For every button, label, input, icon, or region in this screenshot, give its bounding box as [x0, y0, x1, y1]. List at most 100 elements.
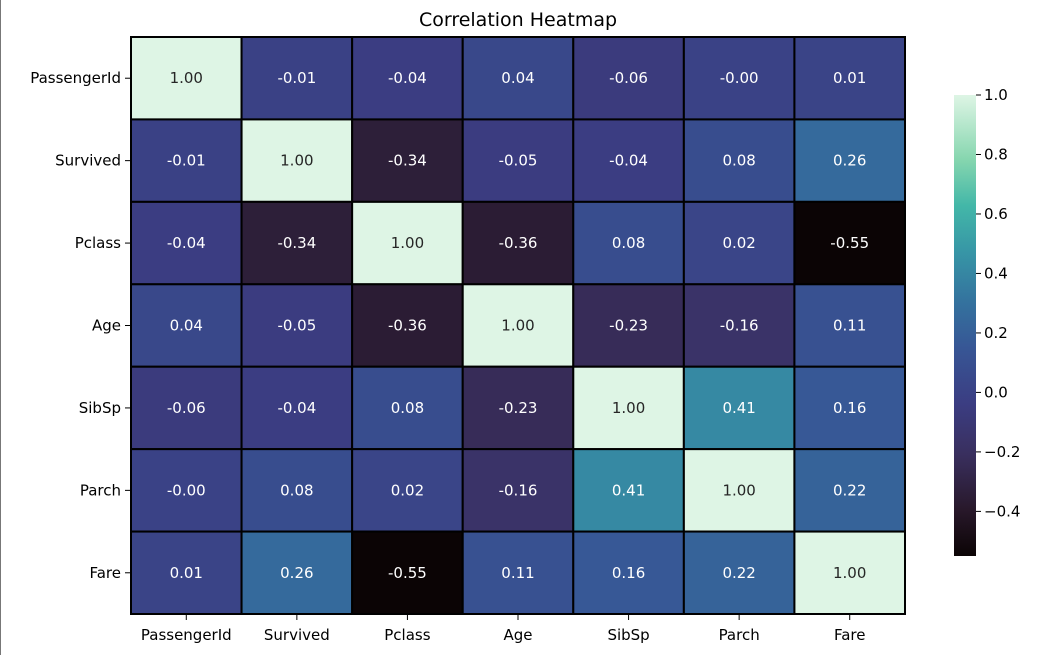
- heatmap-cell: [240, 530, 354, 615]
- colorbar-gradient: [954, 95, 976, 556]
- x-axis-ticks: PassengerId Survived Pclass Age SibSp Parch Fa…: [141, 614, 866, 644]
- cell-value-label: -0.01: [277, 69, 316, 87]
- heatmap-cells: 1.00 -0.01 -0.04 0.04 -0.06 -0.00 0.01 -0.01 1.0…: [130, 36, 907, 615]
- cell-value-label: 0.08: [722, 152, 755, 170]
- heatmap-cell: [682, 283, 796, 368]
- heatmap-cell: [682, 530, 796, 615]
- colorbar: 1.0 0.8 0.6 0.4 0.2 0.0 −0.2 −0.4: [954, 86, 1020, 556]
- colorbar-tick-label: −0.4: [984, 502, 1020, 520]
- heatmap-cell: [240, 118, 354, 203]
- x-tick-label: Pclass: [384, 626, 430, 644]
- heatmap-cell: [461, 118, 575, 203]
- cell-value-label: 0.01: [170, 564, 203, 582]
- cell-value-label: 0.11: [501, 564, 534, 582]
- y-tick-label: Fare: [89, 564, 121, 582]
- cell-value-label: 0.11: [833, 317, 866, 335]
- x-tick-label: Parch: [719, 626, 760, 644]
- cell-value-label: 0.08: [280, 481, 313, 499]
- y-tick-label: Pclass: [75, 234, 121, 252]
- cell-value-label: 0.41: [612, 481, 645, 499]
- heatmap-cell: [130, 36, 243, 121]
- cell-value-label: 0.26: [833, 152, 866, 170]
- cell-value-label: -0.23: [609, 317, 648, 335]
- cell-value-label: 0.08: [612, 234, 645, 252]
- y-tick-label: PassengerId: [30, 69, 121, 87]
- heatmap-cell: [461, 283, 575, 368]
- cell-value-label: -0.34: [388, 152, 427, 170]
- colorbar-tick-label: 0.4: [984, 264, 1008, 282]
- heatmap-cell: [793, 365, 907, 451]
- heatmap-cell: [351, 365, 464, 451]
- cell-value-label: -0.05: [277, 317, 316, 335]
- y-tick-label: Survived: [55, 152, 121, 170]
- heatmap-cell: [682, 36, 796, 121]
- colorbar-tick-label: −0.2: [984, 443, 1020, 461]
- cell-value-label: 1.00: [501, 317, 534, 335]
- heatmap-cell: [793, 283, 907, 368]
- cell-value-label: 1.00: [391, 234, 424, 252]
- x-tick-label: Age: [503, 626, 532, 644]
- cell-value-label: -0.04: [609, 152, 648, 170]
- colorbar-tick-label: 0.0: [984, 383, 1008, 401]
- cell-value-label: -0.36: [388, 317, 427, 335]
- heatmap-cell: [572, 283, 685, 368]
- heatmap-cell: [682, 365, 796, 451]
- cell-value-label: 1.00: [612, 399, 645, 417]
- cell-value-label: 0.02: [391, 481, 424, 499]
- heatmap-cell: [461, 200, 575, 286]
- cell-value-label: 0.22: [833, 481, 866, 499]
- cell-value-label: -0.04: [167, 234, 206, 252]
- cell-value-label: -0.06: [167, 399, 206, 417]
- cell-value-label: -0.55: [388, 564, 427, 582]
- x-tick-label: SibSp: [607, 626, 649, 644]
- y-axis-ticks: PassengerId Survived Pclass Age SibSp Parch Fa…: [30, 69, 131, 582]
- heatmap-cell: [572, 200, 685, 286]
- x-tick-label: Survived: [264, 626, 330, 644]
- cell-value-label: -0.34: [277, 234, 316, 252]
- colorbar-tick-label: 0.6: [984, 205, 1008, 223]
- cell-value-label: 0.41: [722, 399, 755, 417]
- cell-value-label: 0.01: [833, 69, 866, 87]
- cell-value-label: 0.04: [170, 317, 203, 335]
- heatmap-cell: [793, 530, 907, 615]
- cell-value-label: 0.22: [722, 564, 755, 582]
- cell-value-label: 1.00: [170, 69, 203, 87]
- y-tick-label: Parch: [80, 481, 121, 499]
- cell-value-label: 0.26: [280, 564, 313, 582]
- cell-value-label: -0.05: [499, 152, 538, 170]
- cell-value-label: -0.06: [609, 69, 648, 87]
- cell-value-label: 0.08: [391, 399, 424, 417]
- heatmap-cell: [572, 530, 685, 615]
- y-tick-label: SibSp: [79, 399, 121, 417]
- cell-value-label: -0.00: [167, 481, 206, 499]
- heatmap-cell: [351, 283, 464, 368]
- cell-value-label: -0.16: [499, 481, 538, 499]
- heatmap-cell: [682, 200, 796, 286]
- cell-value-label: 1.00: [833, 564, 866, 582]
- x-tick-label: PassengerId: [141, 626, 232, 644]
- heatmap-cell: [351, 118, 464, 203]
- cell-value-label: 0.02: [722, 234, 755, 252]
- cell-value-label: -0.55: [830, 234, 869, 252]
- cell-value-label: -0.00: [720, 69, 759, 87]
- cell-value-label: -0.04: [277, 399, 316, 417]
- x-tick-label: Fare: [834, 626, 866, 644]
- heatmap-cell: [351, 530, 464, 615]
- cell-value-label: -0.04: [388, 69, 427, 87]
- heatmap-cell: [240, 448, 354, 533]
- heatmap-cell: [793, 118, 907, 203]
- cell-value-label: 0.04: [501, 69, 534, 87]
- heatmap-cell: [682, 448, 796, 533]
- colorbar-tick-label: 0.2: [984, 324, 1008, 342]
- colorbar-tick-label: 0.8: [984, 145, 1008, 163]
- heatmap-cell: [461, 36, 575, 121]
- cell-value-label: 1.00: [722, 481, 755, 499]
- cell-value-label: 1.00: [280, 152, 313, 170]
- cell-value-label: -0.36: [499, 234, 538, 252]
- colorbar-tick-label: 1.0: [984, 86, 1008, 104]
- cell-value-label: 0.16: [612, 564, 645, 582]
- heatmap-cell: [793, 36, 907, 121]
- cell-value-label: -0.01: [167, 152, 206, 170]
- cell-value-label: -0.23: [499, 399, 538, 417]
